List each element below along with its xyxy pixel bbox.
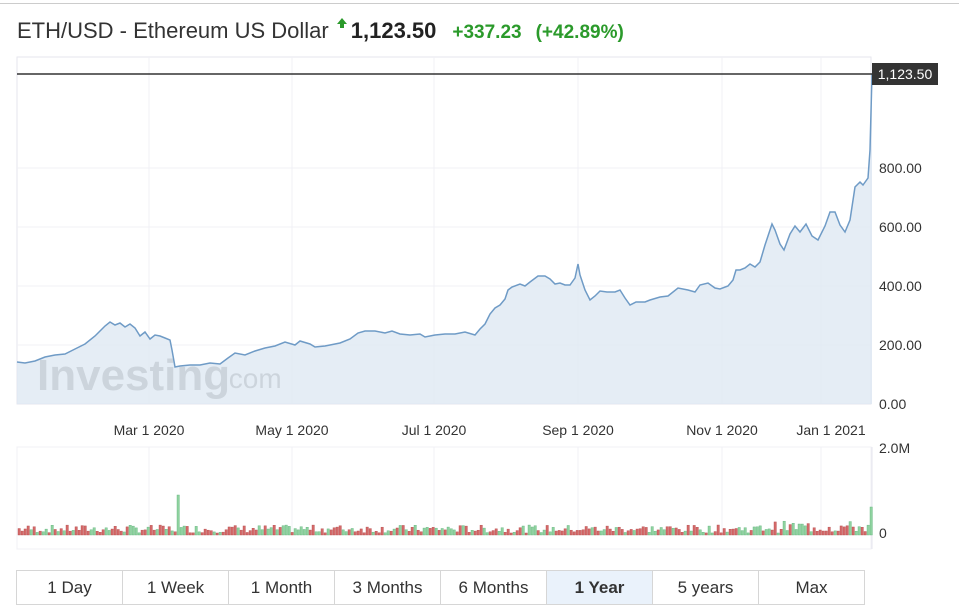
top-divider (0, 3, 959, 4)
x-axis-label: Jan 1 2021 (796, 422, 865, 438)
x-axis-label: Jul 1 2020 (402, 422, 467, 438)
price-line (16, 73, 873, 368)
instrument-header: ETH/USD - Ethereum US Dollar 1,123.50 +3… (17, 18, 624, 48)
range-tab-3-months[interactable]: 3 Months (335, 571, 441, 604)
instrument-title: ETH/USD - Ethereum US Dollar (17, 18, 329, 43)
price-axis-label: 0.00 (879, 396, 906, 412)
x-axis-label: May 1 2020 (255, 422, 328, 438)
last-price: 1,123.50 (350, 18, 437, 43)
x-axis-label: Mar 1 2020 (114, 422, 185, 438)
x-axis-label: Nov 1 2020 (686, 422, 758, 438)
volume-axis-label: 2.0M (879, 440, 910, 456)
price-axis-label: 600.00 (879, 219, 922, 235)
x-axis-label: Sep 1 2020 (542, 422, 614, 438)
range-tab-1-year[interactable]: 1 Year (547, 571, 653, 604)
range-tab-1-day[interactable]: 1 Day (17, 571, 123, 604)
up-arrow-icon (336, 18, 347, 28)
price-axis-label: 400.00 (879, 278, 922, 294)
price-area (17, 74, 872, 404)
volume-bars (17, 494, 873, 536)
current-price-tag (872, 63, 938, 85)
range-selector: 1 Day 1 Week 1 Month 3 Months 6 Months 1… (16, 570, 865, 605)
range-tab-5-years[interactable]: 5 years (653, 571, 759, 604)
range-tab-1-month[interactable]: 1 Month (229, 571, 335, 604)
price-axis-label: 200.00 (879, 337, 922, 353)
volume-axis-label: 0 (879, 525, 887, 541)
range-tab-1-week[interactable]: 1 Week (123, 571, 229, 604)
range-tab-max[interactable]: Max (795, 578, 828, 597)
price-change-percent: (+42.89%) (535, 22, 624, 43)
price-change: +337.23 (452, 22, 522, 43)
price-axis-label: 800.00 (879, 160, 922, 176)
price-chart[interactable]: Investing .com 1,123.50 800.00 600.00 40… (0, 0, 959, 565)
current-price-tag-label: 1,123.50 (878, 66, 933, 82)
range-tab-6-months[interactable]: 6 Months (441, 571, 547, 604)
volume-plot-area (16, 446, 872, 550)
